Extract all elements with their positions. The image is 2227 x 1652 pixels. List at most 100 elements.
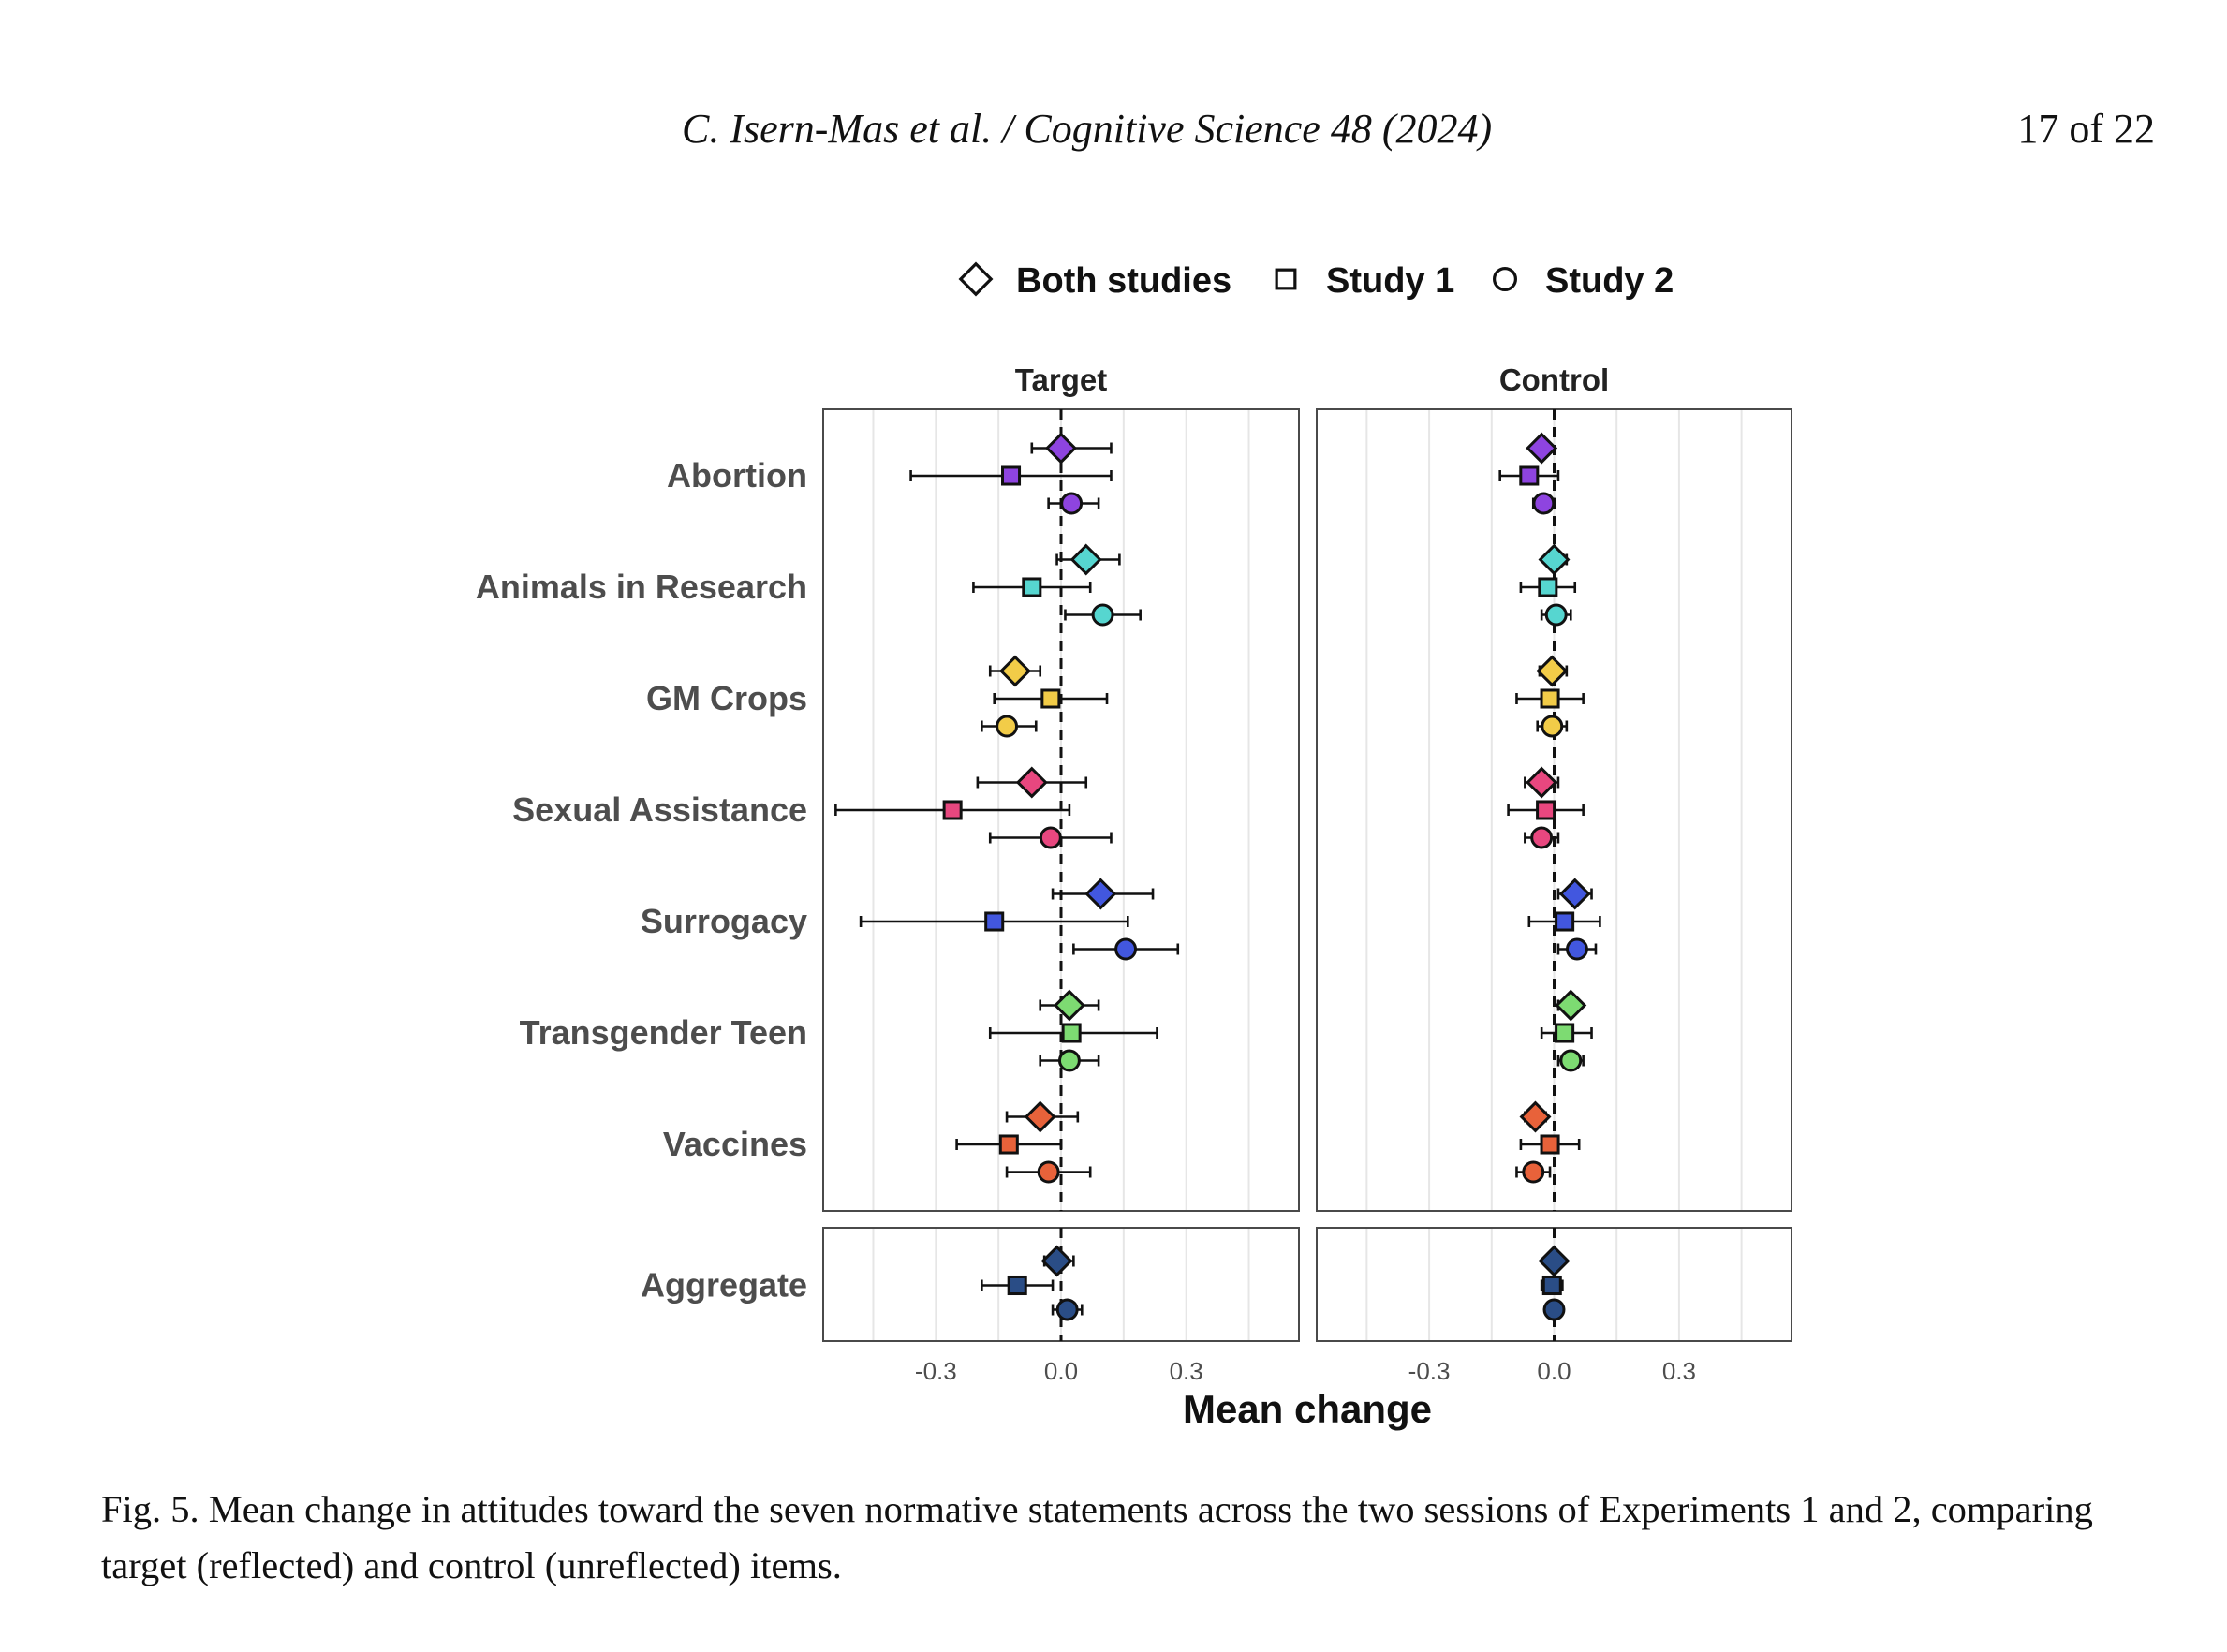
y-label: GM Crops [646, 679, 807, 717]
point-study-1 [942, 800, 963, 820]
point-study-2 [1060, 492, 1084, 515]
legend-item-circle: Study 2 [1492, 261, 1674, 301]
point-both-studies [1538, 1245, 1571, 1277]
point-study-1 [998, 1134, 1019, 1155]
item-2-target [981, 655, 1109, 738]
legend-item-diamond: Both studies [958, 261, 1231, 301]
point-study-1 [1519, 465, 1540, 486]
point-study-1 [1022, 577, 1042, 597]
point-both-studies [1526, 766, 1558, 799]
panel-title-target: Target [1015, 362, 1107, 397]
item-2-control [1515, 655, 1585, 738]
point-study-1 [1007, 1275, 1027, 1296]
item-0-target [909, 432, 1113, 515]
legend-square-icon [1275, 268, 1297, 290]
point-study-1 [1536, 800, 1556, 820]
point-study-2 [1114, 937, 1138, 961]
item-3-target [834, 766, 1113, 849]
item-4-control [1527, 878, 1601, 961]
x-axis-title: Mean change [1183, 1387, 1432, 1431]
panel-titles: Target Control [1015, 362, 1609, 397]
y-label: Transgender Teen [520, 1013, 807, 1052]
point-both-studies [1053, 989, 1085, 1022]
point-study-2 [1559, 1049, 1583, 1072]
item-4-target [859, 878, 1180, 961]
x-tick-label: 0.3 [1170, 1357, 1203, 1385]
point-study-1 [1538, 577, 1558, 597]
legend-item-square: Study 1 [1275, 261, 1454, 301]
point-both-studies [1555, 989, 1587, 1022]
x-tick-label: 0.0 [1044, 1357, 1078, 1385]
point-both-studies [1015, 766, 1048, 799]
item-0-control [1498, 432, 1560, 515]
item-1-control [1519, 543, 1577, 627]
y-label: Sexual Assistance [512, 790, 807, 829]
point-both-studies [1024, 1100, 1056, 1133]
point-study-2 [1541, 715, 1564, 738]
x-tick-label: -0.3 [915, 1357, 957, 1385]
point-study-1 [1540, 1134, 1560, 1155]
item-6-control [1515, 1100, 1581, 1184]
y-axis-labels: Abortion Animals in Research GM Crops Sexua… [476, 456, 807, 1305]
point-both-studies [1040, 1245, 1073, 1277]
point-study-2 [1544, 603, 1568, 627]
legend-label: Study 2 [1545, 261, 1674, 301]
legend-diamond-icon [958, 261, 994, 297]
item-6-target [955, 1100, 1092, 1184]
point-both-studies [1558, 878, 1591, 910]
item-5-target [988, 989, 1158, 1072]
point-both-studies [1526, 432, 1558, 465]
point-study-1 [1555, 1023, 1575, 1043]
point-both-studies [1084, 878, 1117, 910]
point-study-2 [1542, 1298, 1566, 1321]
point-both-studies [1045, 432, 1077, 465]
y-label: Surrogacy [641, 902, 807, 940]
point-study-2 [1530, 826, 1554, 849]
y-label: Vaccines [663, 1125, 807, 1163]
point-study-1 [984, 911, 1005, 932]
point-both-studies [999, 655, 1031, 687]
y-label-aggregate: Aggregate [641, 1266, 807, 1305]
point-study-2 [1522, 1160, 1545, 1184]
point-study-2 [1566, 937, 1588, 961]
point-study-1 [1555, 911, 1575, 932]
point-study-2 [1055, 1298, 1079, 1321]
legend-label: Both studies [1016, 261, 1231, 301]
point-study-2 [1037, 1160, 1060, 1184]
point-study-1 [1001, 465, 1022, 486]
panels [822, 408, 1792, 1342]
x-tick-label: 0.0 [1537, 1357, 1571, 1385]
panel-title-control: Control [1499, 362, 1609, 397]
point-study-2 [1039, 826, 1062, 849]
item-5-control [1540, 989, 1593, 1072]
point-study-2 [996, 715, 1019, 738]
point-study-2 [1057, 1049, 1081, 1072]
item-3-control [1507, 766, 1585, 849]
point-both-studies [1536, 655, 1569, 687]
legend-circle-icon [1492, 267, 1517, 292]
point-study-1 [1040, 688, 1061, 709]
panel-target-aggregate [822, 1227, 1300, 1342]
point-both-studies [1538, 543, 1571, 576]
legend: Both studies Study 1 Study 2 [958, 261, 1674, 301]
aggregate-control [1538, 1245, 1571, 1321]
point-study-1 [1061, 1023, 1082, 1043]
point-both-studies [1069, 543, 1102, 576]
y-label: Abortion [667, 456, 807, 494]
point-both-studies [1519, 1100, 1552, 1133]
x-tick-label: -0.3 [1408, 1357, 1451, 1385]
y-label: Animals in Research [476, 568, 807, 606]
point-study-2 [1091, 603, 1114, 627]
running-head-citation: C. Isern-Mas et al. / Cognitive Science … [682, 106, 1493, 152]
figure-caption: Fig. 5. Mean change in attitudes toward … [101, 1488, 2093, 1586]
item-1-target [972, 543, 1142, 627]
point-study-1 [1541, 1275, 1562, 1296]
aggregate-target [981, 1245, 1084, 1321]
page-number: 17 of 22 [2017, 106, 2155, 152]
x-tick-label: 0.3 [1662, 1357, 1696, 1385]
point-study-1 [1540, 688, 1560, 709]
point-study-2 [1532, 492, 1556, 515]
legend-label: Study 1 [1326, 261, 1454, 301]
